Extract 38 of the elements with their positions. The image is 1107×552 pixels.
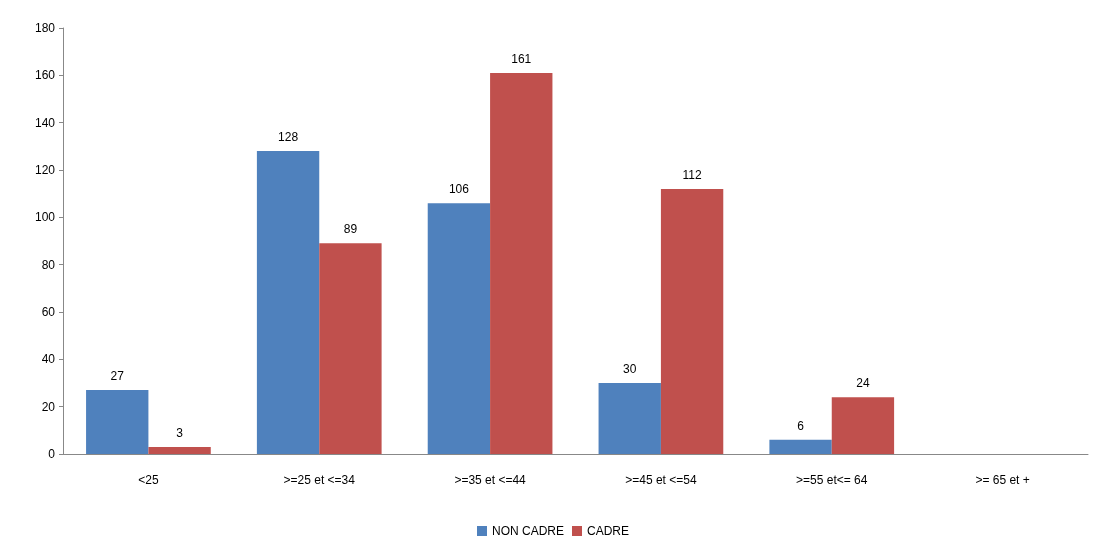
bar: [490, 72, 553, 454]
x-tick-label: <25: [138, 473, 159, 487]
legend-label: NON CADRE: [491, 524, 565, 538]
y-tick-label: 40: [41, 352, 56, 367]
data-label: 6: [797, 418, 805, 433]
y-tick-label: 100: [34, 210, 56, 225]
bar: [769, 439, 832, 454]
y-tick-label: 140: [34, 115, 56, 130]
x-tick-label: >=25 et <=34: [283, 473, 356, 487]
y-tick-label: 60: [41, 305, 56, 319]
data-label: 30: [623, 362, 637, 376]
data-label: 27: [110, 369, 125, 384]
y-tick-label: 180: [34, 21, 56, 35]
legend-label: CADRE: [587, 524, 630, 538]
data-label: 89: [343, 222, 358, 237]
bar: [831, 397, 895, 454]
x-tick-label: >=55 et<= 64: [796, 473, 868, 487]
bar: [148, 446, 211, 454]
data-label: 106: [448, 182, 470, 197]
y-tick-label: 0: [48, 447, 56, 461]
x-tick-label: >= 65 et +: [975, 473, 1030, 487]
y-tick-label: 20: [41, 399, 56, 414]
bar: [598, 383, 661, 454]
x-tick-label: >=35 et <=44: [454, 473, 527, 487]
data-label: 112: [682, 167, 702, 182]
y-tick-label: 80: [41, 257, 56, 272]
data-label: 128: [278, 130, 299, 145]
bar: [256, 151, 320, 454]
bar: [319, 243, 382, 454]
bar: [86, 390, 149, 454]
y-tick-label: 120: [34, 163, 56, 177]
data-label: 24: [856, 376, 870, 391]
bar: [427, 203, 491, 454]
x-tick-label: >=45 et <=54: [625, 473, 697, 487]
data-label: 3: [176, 425, 184, 440]
data-label: 161: [511, 51, 532, 66]
bar: [660, 188, 724, 454]
y-tick-label: 160: [34, 68, 56, 83]
